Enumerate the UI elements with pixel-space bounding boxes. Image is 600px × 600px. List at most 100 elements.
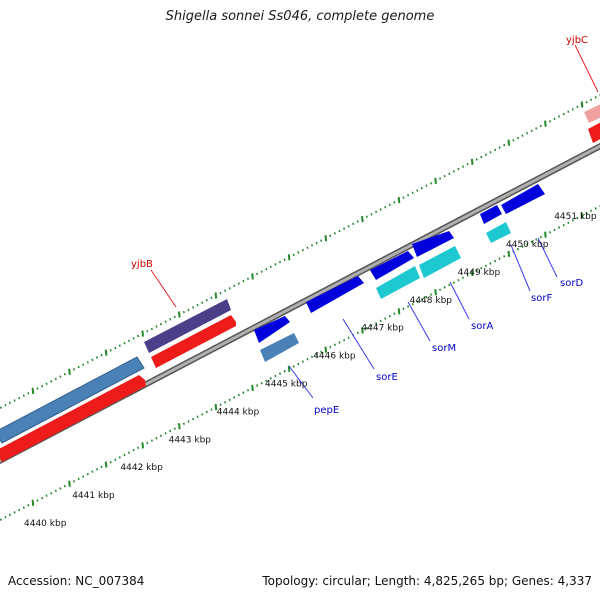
upper-minor-tick [585,100,588,104]
lower-minor-tick [466,274,469,277]
upper-minor-tick [228,287,231,290]
scale-label: 4443 kbp [169,435,212,445]
lower-major-tick [470,269,474,277]
lower-minor-tick [310,355,314,359]
upper-minor-tick [150,327,153,331]
upper-minor-tick [315,241,318,245]
upper-minor-tick [375,210,378,214]
lower-minor-tick [393,312,396,315]
lower-minor-tick [292,365,295,368]
lower-minor-tick [22,506,25,509]
upper-major-tick [324,235,328,242]
lower-minor-tick [228,398,231,402]
upper-minor-tick [443,174,446,178]
lower-major-tick [104,461,108,468]
upper-minor-tick [233,284,236,288]
lower-minor-tick [356,331,359,335]
upper-major-tick [397,196,401,204]
upper-minor-tick [429,182,433,185]
feature-sorM [376,266,420,299]
upper-minor-tick [407,193,410,197]
lower-minor-tick [77,477,80,481]
feature-sorF-blue [480,205,502,224]
upper-minor-tick [567,110,570,113]
genome-backbone [0,142,600,465]
upper-minor-tick [558,115,561,118]
lower-minor-tick [420,298,423,301]
upper-minor-tick [530,129,533,133]
upper-minor-tick [365,215,368,218]
upper-minor-tick [50,380,53,383]
lower-minor-tick [237,393,240,397]
lower-minor-tick [132,448,135,452]
upper-minor-tick [297,251,300,254]
feature-blue-near-pepE [254,316,290,343]
lower-minor-tick [169,429,172,433]
upper-minor-tick [512,139,515,142]
upper-minor-tick [132,337,135,340]
lower-major-tick [31,499,35,506]
upper-minor-tick [379,208,382,211]
lower-minor-tick [82,475,85,478]
lower-minor-tick [530,240,533,244]
lower-minor-tick [224,401,227,404]
feature-yjbB-outer [144,299,231,353]
lower-major-tick [397,308,401,315]
upper-minor-tick [155,325,158,328]
lower-minor-tick [590,209,593,213]
lower-minor-tick [475,269,478,272]
upper-minor-tick [224,289,227,292]
feature-yjbC-red [588,122,600,143]
lower-minor-tick [365,326,368,330]
upper-minor-tick [114,346,117,350]
upper-major-tick [287,254,291,261]
upper-minor-tick [356,220,359,223]
upper-minor-tick [329,234,332,238]
lower-minor-tick [379,319,382,323]
upper-minor-tick [320,239,323,242]
lower-minor-tick [256,384,259,387]
genome-stats-text: Topology: circular; Length: 4,825,265 bp… [262,574,592,588]
upper-minor-tick [237,282,240,285]
lower-minor-tick [265,379,268,383]
map-title: Shigella sonnei Ss046, complete genome [165,9,435,24]
upper-minor-tick [210,296,213,300]
lower-minor-tick [86,472,89,476]
scale-label: 4447 kbp [361,324,404,334]
lower-minor-tick [443,286,446,289]
feature-yjbB-red [151,315,236,368]
lower-minor-tick [494,259,497,263]
upper-minor-tick [480,155,483,159]
upper-minor-tick [402,196,405,199]
lower-minor-tick [18,508,21,512]
scale-label: 4449 kbp [458,268,501,278]
upper-tick-track [0,94,600,409]
upper-major-tick [178,311,181,318]
lower-minor-tick [63,484,66,488]
gene-label-sorD: sorD [560,278,583,289]
lower-minor-tick [567,221,570,225]
lower-minor-tick [553,228,556,232]
gene-label-pepE: pepE [314,405,339,416]
upper-minor-tick [18,396,21,400]
lower-minor-tick [118,456,121,459]
lower-minor-tick [548,231,552,234]
upper-minor-tick [0,406,2,409]
lower-minor-tick [452,281,455,284]
lower-minor-tick [54,489,57,493]
upper-minor-tick [594,96,597,99]
upper-minor-tick [475,158,478,161]
upper-minor-tick [352,222,355,226]
upper-minor-tick [489,151,492,154]
lower-minor-tick [59,487,62,490]
upper-minor-tick [146,330,149,333]
upper-minor-tick [484,153,487,156]
upper-minor-tick [416,189,419,192]
lower-minor-tick [370,324,373,327]
lower-minor-tick [498,257,501,260]
lower-major-tick [214,404,218,411]
upper-major-tick [507,139,511,146]
lower-minor-tick [526,243,529,246]
upper-minor-tick [333,232,336,235]
lower-minor-tick [127,451,131,454]
